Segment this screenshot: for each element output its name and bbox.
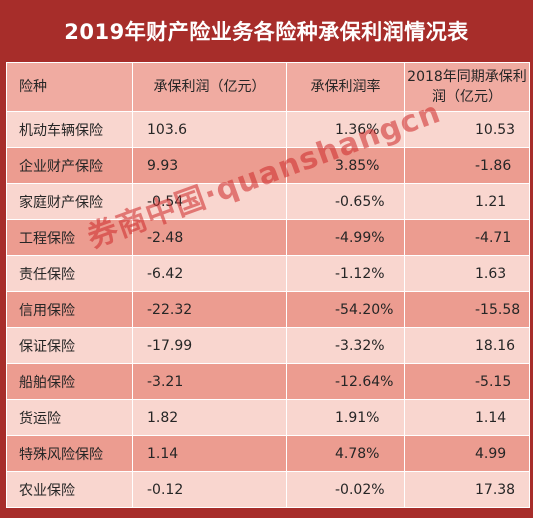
cell-rate: 1.36% — [286, 111, 405, 148]
cell-category: 货运险 — [6, 399, 133, 436]
cell-prev: 18.16 — [404, 327, 530, 364]
cell-category: 特殊风险保险 — [6, 435, 133, 472]
table-title: 2019年财产险业务各险种承保利润情况表 — [64, 20, 469, 44]
cell-rate: -4.99% — [286, 219, 405, 256]
cell-category: 保证保险 — [6, 327, 133, 364]
cell-profit: -6.42 — [132, 255, 287, 292]
cell-profit: -17.99 — [132, 327, 287, 364]
table-row: 保证保险 -17.99 -3.32% 18.16 — [6, 327, 530, 364]
cell-profit: -0.54 — [132, 183, 287, 220]
table-row: 责任保险 -6.42 -1.12% 1.63 — [6, 255, 530, 292]
cell-rate: -3.32% — [286, 327, 405, 364]
cell-rate: -12.64% — [286, 363, 405, 400]
table-row: 农业保险 -0.12 -0.02% 17.38 — [6, 471, 530, 508]
table-row: 货运险 1.82 1.91% 1.14 — [6, 399, 530, 436]
cell-category: 责任保险 — [6, 255, 133, 292]
cell-profit: 1.14 — [132, 435, 287, 472]
cell-category: 家庭财产保险 — [6, 183, 133, 220]
cell-category: 信用保险 — [6, 291, 133, 328]
cell-profit: -22.32 — [132, 291, 287, 328]
table-row: 特殊风险保险 1.14 4.78% 4.99 — [6, 435, 530, 472]
cell-category: 工程保险 — [6, 219, 133, 256]
cell-prev: 4.99 — [404, 435, 530, 472]
cell-rate: -0.02% — [286, 471, 405, 508]
cell-category: 企业财产保险 — [6, 147, 133, 184]
cell-prev: -1.86 — [404, 147, 530, 184]
cell-category: 农业保险 — [6, 471, 133, 508]
table-row: 家庭财产保险 -0.54 -0.65% 1.21 — [6, 183, 530, 220]
cell-profit: -2.48 — [132, 219, 287, 256]
cell-profit: 9.93 — [132, 147, 287, 184]
cell-prev: 1.14 — [404, 399, 530, 436]
header-category: 险种 — [6, 62, 133, 112]
profit-table: 险种 承保利润（亿元） 承保利润率 2018年同期承保利润（亿元） 机动车辆保险… — [6, 62, 530, 508]
header-row: 险种 承保利润（亿元） 承保利润率 2018年同期承保利润（亿元） — [6, 62, 530, 112]
cell-profit: 103.6 — [132, 111, 287, 148]
cell-rate: -1.12% — [286, 255, 405, 292]
cell-prev: 1.63 — [404, 255, 530, 292]
header-prev-profit: 2018年同期承保利润（亿元） — [404, 62, 530, 112]
cell-profit: -3.21 — [132, 363, 287, 400]
header-rate: 承保利润率 — [286, 62, 405, 112]
cell-prev: 1.21 — [404, 183, 530, 220]
cell-category: 船舶保险 — [6, 363, 133, 400]
table-row: 机动车辆保险 103.6 1.36% 10.53 — [6, 111, 530, 148]
cell-rate: 4.78% — [286, 435, 405, 472]
cell-profit: -0.12 — [132, 471, 287, 508]
cell-profit: 1.82 — [132, 399, 287, 436]
table-row: 信用保险 -22.32 -54.20% -15.58 — [6, 291, 530, 328]
cell-prev: -5.15 — [404, 363, 530, 400]
cell-rate: 1.91% — [286, 399, 405, 436]
cell-prev: 17.38 — [404, 471, 530, 508]
cell-prev: -15.58 — [404, 291, 530, 328]
cell-prev: -4.71 — [404, 219, 530, 256]
header-profit: 承保利润（亿元） — [132, 62, 287, 112]
cell-prev: 10.53 — [404, 111, 530, 148]
table-row: 船舶保险 -3.21 -12.64% -5.15 — [6, 363, 530, 400]
cell-rate: 3.85% — [286, 147, 405, 184]
table-row: 工程保险 -2.48 -4.99% -4.71 — [6, 219, 530, 256]
cell-rate: -0.65% — [286, 183, 405, 220]
cell-rate: -54.20% — [286, 291, 405, 328]
table-row: 企业财产保险 9.93 3.85% -1.86 — [6, 147, 530, 184]
cell-category: 机动车辆保险 — [6, 111, 133, 148]
